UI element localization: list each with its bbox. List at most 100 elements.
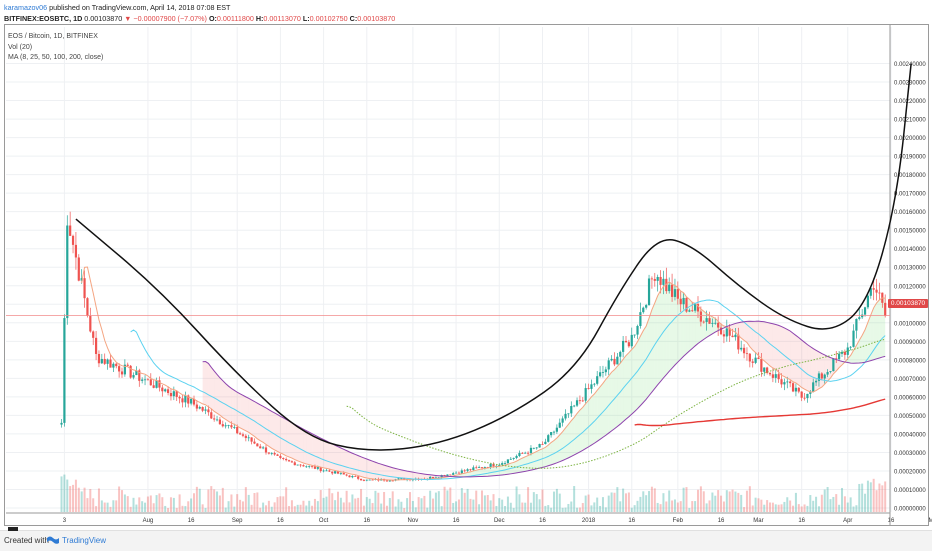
legend-symbol: EOS / Bitcoin, 1D, BITFINEX [8,33,98,40]
y-tick-label: 0.00020000 [894,469,926,475]
candle-body [757,357,760,359]
ma-cloud-segment [628,349,632,417]
volume-bar [829,499,832,512]
ma-cloud-segment [317,436,321,468]
volume-bar [460,488,463,512]
candle-body [578,400,582,402]
volume-bar [187,501,190,512]
ma-cloud-segment [320,438,324,468]
volume-bar [812,500,815,512]
ma-cloud-segment [461,473,465,477]
ma-cloud-segment [755,321,759,356]
ma-cloud-segment [764,321,768,364]
ma-cloud-segment [254,401,258,439]
volume-bar [221,487,224,512]
ma-cloud-segment [294,424,298,461]
ma-cloud-segment [542,447,546,468]
candle-body [434,477,438,479]
y-tick-label: 0.00120000 [894,284,926,290]
candle-body [590,384,593,389]
ma-cloud-segment [873,303,877,360]
volume-bar [561,507,564,512]
ma-cloud-segment [271,411,275,450]
candle-body [564,413,567,419]
volume-bar [691,501,694,512]
volume-bar [740,494,743,512]
candle-body [446,474,449,477]
volume-bar [247,494,250,512]
candle-body [647,278,651,306]
candle-body [774,374,777,378]
ma-cloud-segment [744,321,747,343]
volume-bar [792,505,795,512]
candle-body [558,422,561,428]
ma-cloud-segment [865,322,868,363]
volume-bar [777,504,780,512]
volume-bar [803,504,806,512]
ma-cloud-segment [412,472,416,480]
candle-body [737,334,740,350]
volume-bar [253,493,256,512]
candle-body [236,427,239,434]
ma-cloud-segment [602,379,606,438]
candle-body [518,452,521,456]
candle-body [103,358,106,364]
x-tick-label: Sep [232,518,243,524]
candle-body [388,480,391,482]
x-tick-label: 16 [188,518,195,524]
candle-body [141,379,144,381]
ma-cloud-segment [410,471,413,480]
volume-bar [630,507,633,512]
ma-cloud-segment [352,453,356,475]
volume-bar [126,496,129,512]
ma-cloud-segment [366,459,370,479]
candle-body [711,322,714,324]
volume-bar [262,502,265,512]
ma-cloud-segment [597,386,601,442]
candle-body [872,288,875,290]
volume-bar [541,489,544,512]
ma-cloud-segment [490,466,494,476]
volume-bar [414,507,417,512]
volume-bar [601,497,604,512]
volume-bar [547,505,550,512]
ma-cloud-segment [335,445,338,472]
ma25-line [130,299,886,481]
candle-body [293,462,296,466]
candle-body [397,478,400,480]
ma-cloud-segment [424,474,428,480]
chart-pane[interactable] [4,24,929,526]
volume-bar [394,506,397,512]
candle-body [118,366,121,372]
x-tick-label: 16 [453,518,460,524]
volume-bar [184,506,187,512]
volume-bar [348,502,351,512]
ma-cloud-segment [237,392,241,428]
volume-bar [725,490,728,512]
volume-bar [267,500,270,512]
volume-bar [417,497,420,512]
ma-cloud-segment [579,407,583,452]
candle-body [331,471,334,474]
ma-cloud-segment [818,351,822,389]
volume-bar [832,496,835,512]
volume-bar [869,482,872,512]
candle-body [391,480,394,482]
tradingview-brand[interactable]: TradingView [62,536,107,545]
volume-bar [146,496,149,512]
price-chart[interactable]: 0.00240000 0.00230000 0.00220000 0.00210000… [0,0,932,530]
candle-body [267,452,270,454]
low-label: L: [302,14,310,23]
volume-bar [201,504,204,512]
ma-cloud-segment [551,440,554,465]
ma-cloud-segment [775,324,779,373]
author-link[interactable]: karamazov06 [4,3,48,12]
x-tick-label: Dec [494,518,505,524]
volume-bar [576,507,579,512]
ma-cloud-segment [816,350,819,391]
candle-body [742,347,746,354]
x-tick-label: 16 [628,518,635,524]
volume-bar [138,497,141,512]
candle-body [636,325,639,335]
y-tick-label: 0.00050000 [894,414,926,420]
